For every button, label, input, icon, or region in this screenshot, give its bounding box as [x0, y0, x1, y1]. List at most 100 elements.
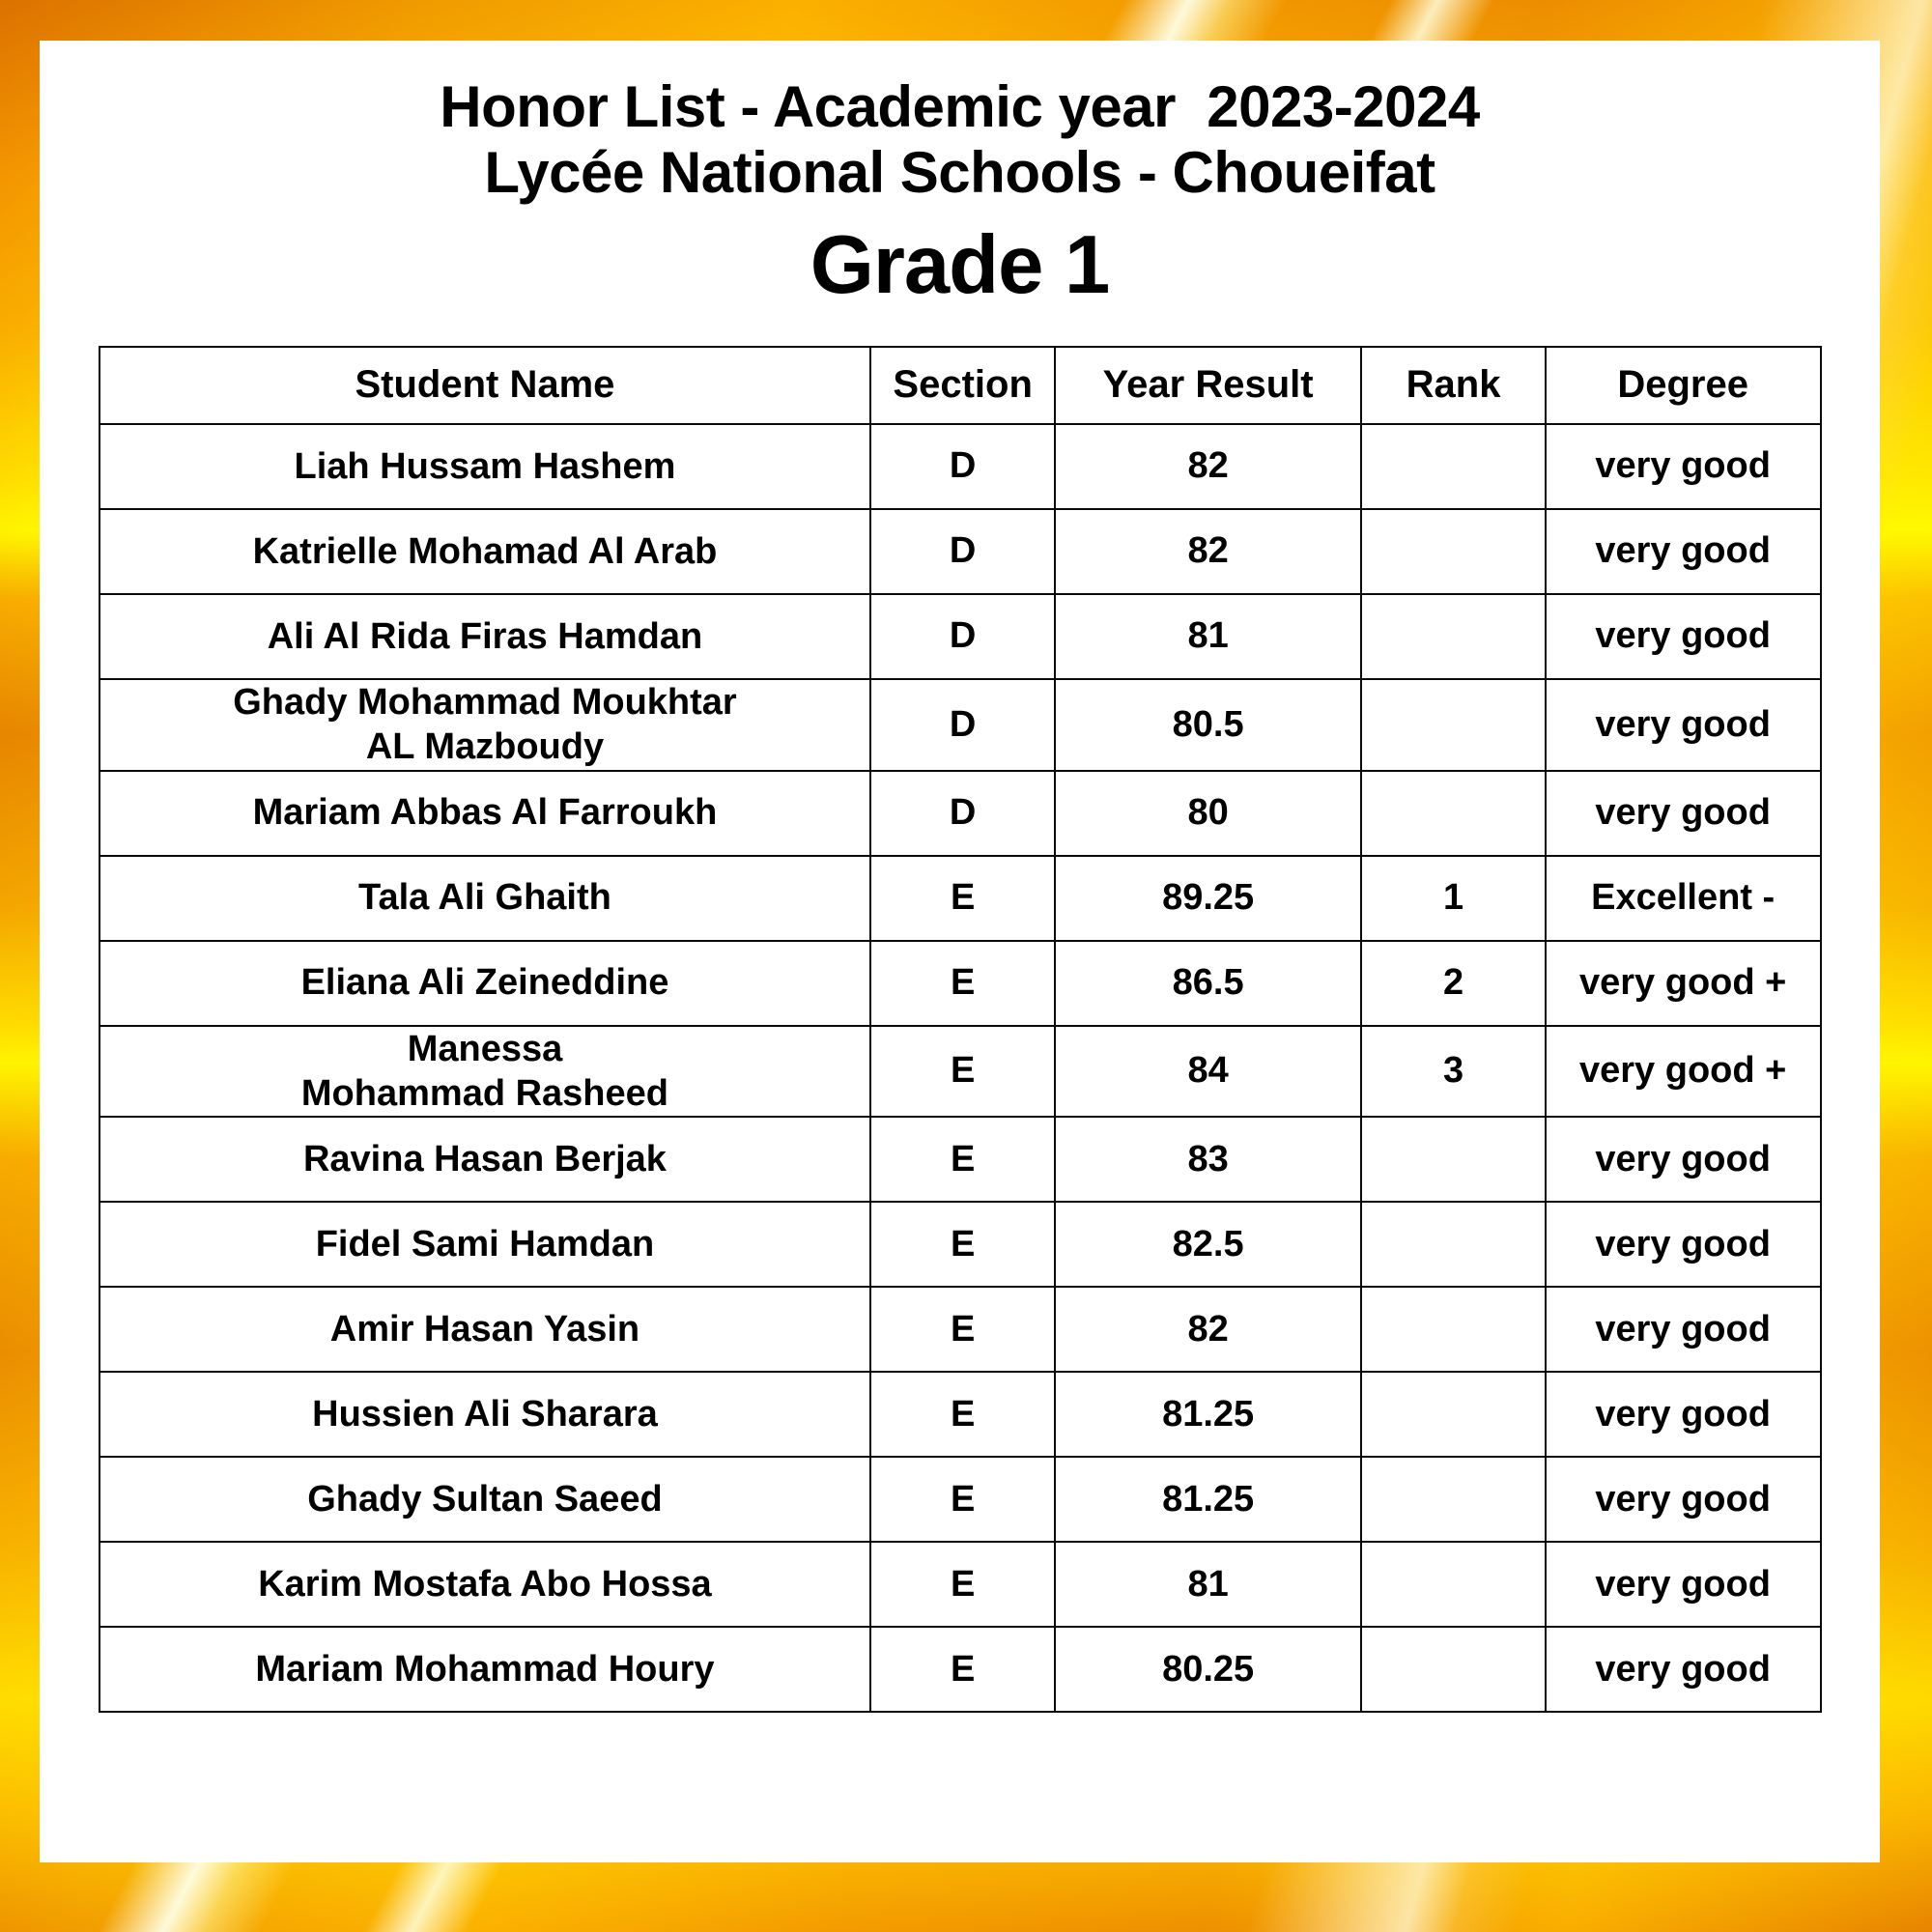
student-name-cell: Karim Mostafa Abo Hossa: [98, 1541, 872, 1629]
honor-list-card: Honor List - Academic year 2023-2024 Lyc…: [40, 41, 1880, 1862]
student-name-cell: Amir Hasan Yasin: [98, 1286, 872, 1374]
year-result-cell: 84: [1053, 1024, 1363, 1119]
section-cell: E: [869, 1456, 1056, 1544]
table-row: Ravina Hasan Berjak E 83 very good: [98, 1116, 1822, 1204]
table-header: Student Name Section Year Result Rank De…: [98, 345, 1822, 425]
grade-heading: Grade 1: [810, 218, 1111, 311]
year-result-cell: 80.5: [1053, 677, 1363, 772]
section-cell: D: [869, 769, 1056, 857]
rank-cell: [1360, 422, 1547, 510]
rank-cell: [1360, 592, 1547, 680]
section-cell: E: [869, 854, 1056, 942]
degree-cell: very good: [1544, 507, 1822, 595]
student-name-cell: Katrielle Mohamad Al Arab: [98, 507, 872, 595]
rank-cell: [1360, 1541, 1547, 1629]
section-cell: D: [869, 677, 1056, 772]
column-header-rank: Rank: [1360, 345, 1547, 425]
degree-cell: very good: [1544, 1371, 1822, 1459]
section-cell: D: [869, 507, 1056, 595]
section-cell: E: [869, 1541, 1056, 1629]
section-cell: E: [869, 1371, 1056, 1459]
degree-cell: very good: [1544, 1541, 1822, 1629]
student-name-cell: Liah Hussam Hashem: [98, 422, 872, 510]
year-result-cell: 80.25: [1053, 1626, 1363, 1714]
column-header-year-result: Year Result: [1053, 345, 1363, 425]
honor-table-wrapper: Student Name Section Year Result Rank De…: [98, 345, 1822, 1714]
section-cell: E: [869, 1201, 1056, 1289]
degree-cell: Excellent -: [1544, 854, 1822, 942]
table-row: Karim Mostafa Abo Hossa E 81 very good: [98, 1541, 1822, 1629]
year-result-cell: 81.25: [1053, 1456, 1363, 1544]
year-result-cell: 81: [1053, 1541, 1363, 1629]
table-row: Manessa Mohammad Rasheed E 84 3 very good +: [98, 1024, 1822, 1119]
section-cell: E: [869, 1116, 1056, 1204]
section-cell: E: [869, 1626, 1056, 1714]
student-name-cell: Mariam Abbas Al Farroukh: [98, 769, 872, 857]
rank-cell: [1360, 677, 1547, 772]
year-result-cell: 83: [1053, 1116, 1363, 1204]
rank-cell: [1360, 1286, 1547, 1374]
table-row: Ali Al Rida Firas Hamdan D 81 very good: [98, 592, 1822, 680]
table-row: Mariam Mohammad Houry E 80.25 very good: [98, 1626, 1822, 1714]
student-name-cell: Ghady Mohammad Moukhtar AL Mazboudy: [98, 677, 872, 772]
degree-cell: very good: [1544, 592, 1822, 680]
page-title-line-2: Lycée National Schools - Choueifat: [484, 140, 1435, 206]
student-name-cell: Manessa Mohammad Rasheed: [98, 1024, 872, 1119]
table-row: Amir Hasan Yasin E 82 very good: [98, 1286, 1822, 1374]
table-body: Liah Hussam Hashem D 82 very good Katrielle …: [98, 422, 1822, 1714]
year-result-cell: 86.5: [1053, 939, 1363, 1027]
degree-cell: very good: [1544, 1201, 1822, 1289]
table-row: Ghady Sultan Saeed E 81.25 very good: [98, 1456, 1822, 1544]
honor-table: Student Name Section Year Result Rank De…: [98, 345, 1822, 1714]
degree-cell: very good: [1544, 1286, 1822, 1374]
section-cell: D: [869, 422, 1056, 510]
rank-cell: [1360, 1456, 1547, 1544]
section-cell: E: [869, 939, 1056, 1027]
table-row: Katrielle Mohamad Al Arab D 82 very good: [98, 507, 1822, 595]
year-result-cell: 81.25: [1053, 1371, 1363, 1459]
column-header-section: Section: [869, 345, 1056, 425]
rank-cell: 3: [1360, 1024, 1547, 1119]
student-name-cell: Tala Ali Ghaith: [98, 854, 872, 942]
degree-cell: very good: [1544, 422, 1822, 510]
year-result-cell: 82: [1053, 1286, 1363, 1374]
table-row: Ghady Mohammad Moukhtar AL Mazboudy D 80.5…: [98, 677, 1822, 772]
rank-cell: [1360, 1371, 1547, 1459]
column-header-degree: Degree: [1544, 345, 1822, 425]
year-result-cell: 82.5: [1053, 1201, 1363, 1289]
year-result-cell: 82: [1053, 507, 1363, 595]
titles-block: Honor List - Academic year 2023-2024 Lyc…: [40, 41, 1880, 315]
degree-cell: very good: [1544, 1456, 1822, 1544]
year-result-cell: 81: [1053, 592, 1363, 680]
rank-cell: [1360, 507, 1547, 595]
year-result-cell: 89.25: [1053, 854, 1363, 942]
student-name-cell: Ravina Hasan Berjak: [98, 1116, 872, 1204]
year-result-cell: 82: [1053, 422, 1363, 510]
section-cell: E: [869, 1286, 1056, 1374]
column-header-student-name: Student Name: [98, 345, 872, 425]
rank-cell: [1360, 769, 1547, 857]
section-cell: E: [869, 1024, 1056, 1119]
page-title-line-1: Honor List - Academic year 2023-2024: [440, 74, 1480, 139]
table-header-row: Student Name Section Year Result Rank De…: [98, 345, 1822, 425]
table-row: Mariam Abbas Al Farroukh D 80 very good: [98, 769, 1822, 857]
student-name-cell: Ghady Sultan Saeed: [98, 1456, 872, 1544]
rank-cell: [1360, 1626, 1547, 1714]
student-name-cell: Hussien Ali Sharara: [98, 1371, 872, 1459]
section-cell: D: [869, 592, 1056, 680]
degree-cell: very good +: [1544, 1024, 1822, 1119]
student-name-cell: Eliana Ali Zeineddine: [98, 939, 872, 1027]
rank-cell: [1360, 1116, 1547, 1204]
student-name-cell: Fidel Sami Hamdan: [98, 1201, 872, 1289]
student-name-cell: Ali Al Rida Firas Hamdan: [98, 592, 872, 680]
rank-cell: 2: [1360, 939, 1547, 1027]
degree-cell: very good +: [1544, 939, 1822, 1027]
degree-cell: very good: [1544, 1626, 1822, 1714]
degree-cell: very good: [1544, 769, 1822, 857]
table-row: Liah Hussam Hashem D 82 very good: [98, 422, 1822, 510]
table-row: Hussien Ali Sharara E 81.25 very good: [98, 1371, 1822, 1459]
table-row: Tala Ali Ghaith E 89.25 1 Excellent -: [98, 854, 1822, 942]
rank-cell: [1360, 1201, 1547, 1289]
year-result-cell: 80: [1053, 769, 1363, 857]
